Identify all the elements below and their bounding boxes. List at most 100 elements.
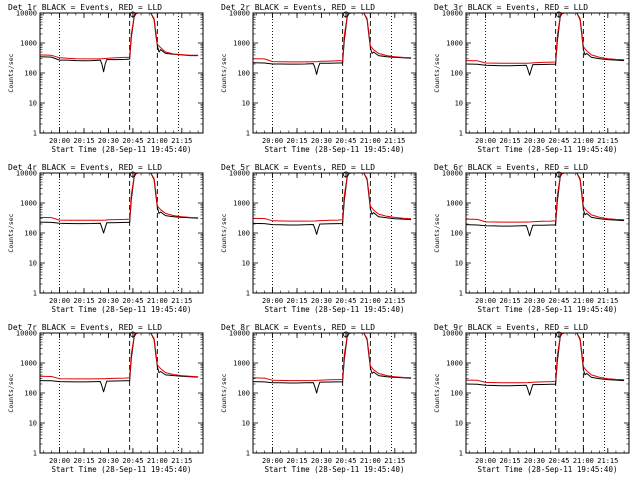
- y-tick-label: 10: [242, 100, 250, 108]
- y-tick-label: 100: [450, 230, 463, 238]
- y-tick-label: 1000: [233, 40, 250, 48]
- panel-title: Det 4r BLACK = Events, RED = LLD: [8, 163, 162, 172]
- panel-title: Det 7r BLACK = Events, RED = LLD: [8, 323, 162, 332]
- x-tick-label: 21:15: [384, 137, 405, 145]
- x-tick-label: 20:30: [98, 457, 119, 465]
- attenuator-marker: [556, 331, 562, 338]
- plot-frame: [252, 12, 417, 134]
- x-tick-label: 20:30: [524, 297, 545, 305]
- plot-frame: [39, 12, 204, 134]
- y-tick-label: 10000: [16, 330, 37, 338]
- y-tick-label: 10000: [442, 10, 463, 18]
- y-tick-label: 10000: [16, 10, 37, 18]
- plot-frame: [252, 172, 417, 294]
- x-tick-label: 21:15: [384, 457, 405, 465]
- y-tick-label: 10000: [442, 170, 463, 178]
- y-tick-label: 1000: [446, 360, 463, 368]
- lld-series-line: [40, 173, 199, 221]
- x-tick-label: 20:00: [49, 137, 70, 145]
- x-tick-label: 21:00: [147, 297, 168, 305]
- x-tick-label: 20:00: [262, 457, 283, 465]
- lld-series-line: [253, 13, 412, 63]
- x-tick-label: 20:00: [262, 297, 283, 305]
- x-tick-label: 20:45: [335, 137, 356, 145]
- y-tick-label: 1: [246, 290, 250, 298]
- y-tick-label: 10: [29, 260, 37, 268]
- y-axis-label: Counts/sec: [433, 213, 441, 252]
- y-tick-label: 1000: [446, 40, 463, 48]
- y-tick-label: 10: [242, 260, 250, 268]
- detector-panel-9: Det 9r BLACK = Events, RED = LLD 1 10 100 10…: [433, 323, 630, 474]
- y-tick-label: 10000: [442, 330, 463, 338]
- y-tick-label: 10: [29, 100, 37, 108]
- events-series-line: [253, 333, 412, 394]
- x-tick-label: 20:45: [122, 297, 143, 305]
- events-series-line: [40, 333, 199, 393]
- x-tick-label: 21:00: [360, 457, 381, 465]
- y-tick-label: 1: [33, 130, 37, 138]
- y-tick-label: 1: [246, 130, 250, 138]
- y-tick-label: 1: [246, 450, 250, 458]
- y-tick-label: 100: [24, 70, 37, 78]
- y-tick-label: 10: [455, 260, 463, 268]
- x-tick-label: 20:15: [73, 457, 94, 465]
- y-tick-label: 10000: [229, 330, 250, 338]
- x-tick-label: 20:15: [286, 297, 307, 305]
- y-tick-label: 1: [33, 450, 37, 458]
- lld-series-line: [253, 173, 412, 222]
- panel-title: Det 9r BLACK = Events, RED = LLD: [434, 323, 588, 332]
- x-tick-label: 20:15: [499, 297, 520, 305]
- y-axis-label: Counts/sec: [220, 213, 228, 252]
- y-tick-label: 1000: [20, 40, 37, 48]
- y-axis-label: Counts/sec: [220, 53, 228, 92]
- x-axis-label: Start Time (28-Sep-11 19:45:40): [478, 305, 618, 314]
- x-tick-label: 20:15: [73, 297, 94, 305]
- attenuator-marker: [130, 11, 136, 18]
- y-tick-label: 100: [24, 230, 37, 238]
- panel-title: Det 1r BLACK = Events, RED = LLD: [8, 3, 162, 12]
- y-tick-label: 100: [237, 230, 250, 238]
- panel-title: Det 5r BLACK = Events, RED = LLD: [221, 163, 375, 172]
- x-tick-label: 21:15: [384, 297, 405, 305]
- y-axis-label: Counts/sec: [220, 373, 228, 412]
- panel-title: Det 8r BLACK = Events, RED = LLD: [221, 323, 375, 332]
- y-tick-label: 1: [459, 290, 463, 298]
- x-axis-label: Start Time (28-Sep-11 19:45:40): [265, 465, 405, 474]
- x-tick-label: 20:00: [262, 137, 283, 145]
- events-series-line: [466, 333, 625, 396]
- y-tick-label: 10: [455, 100, 463, 108]
- events-series-line: [40, 173, 199, 234]
- x-tick-label: 21:00: [573, 457, 594, 465]
- x-tick-label: 21:15: [597, 297, 618, 305]
- x-tick-label: 20:15: [73, 137, 94, 145]
- x-tick-label: 20:45: [548, 137, 569, 145]
- detector-panel-6: Det 6r BLACK = Events, RED = LLD 1 10 100 10…: [433, 163, 630, 314]
- attenuator-marker: [343, 331, 349, 338]
- x-tick-label: 21:00: [573, 297, 594, 305]
- y-axis-label: Counts/sec: [7, 213, 15, 252]
- detector-panel-7: Det 7r BLACK = Events, RED = LLD 1 10 100 10…: [7, 323, 204, 474]
- y-tick-label: 1000: [20, 200, 37, 208]
- x-tick-label: 21:15: [597, 457, 618, 465]
- events-series-line: [466, 173, 625, 237]
- y-tick-label: 100: [237, 70, 250, 78]
- x-tick-label: 20:00: [475, 137, 496, 145]
- attenuator-marker: [556, 171, 562, 178]
- x-tick-label: 20:45: [548, 297, 569, 305]
- x-axis-label: Start Time (28-Sep-11 19:45:40): [265, 305, 405, 314]
- events-series-line: [466, 13, 625, 76]
- y-tick-label: 10000: [229, 10, 250, 18]
- plot-frame: [39, 332, 204, 454]
- x-tick-label: 20:30: [311, 297, 332, 305]
- x-tick-label: 20:45: [122, 137, 143, 145]
- y-tick-label: 100: [450, 390, 463, 398]
- x-tick-label: 20:30: [311, 137, 332, 145]
- detector-panel-8: Det 8r BLACK = Events, RED = LLD 1 10 100 10…: [220, 323, 417, 474]
- x-tick-label: 20:15: [286, 457, 307, 465]
- x-tick-label: 21:00: [573, 137, 594, 145]
- x-tick-label: 20:00: [475, 457, 496, 465]
- y-tick-label: 1000: [233, 360, 250, 368]
- x-tick-label: 20:45: [335, 297, 356, 305]
- plot-frame: [39, 172, 204, 294]
- lld-series-line: [466, 13, 625, 64]
